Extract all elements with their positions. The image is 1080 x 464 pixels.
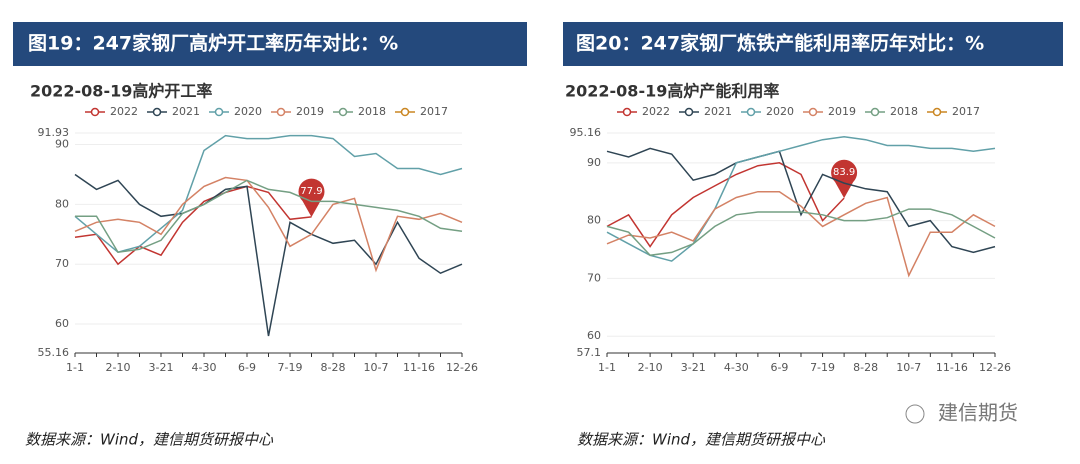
y-tick-label: 91.93 [38,126,70,139]
source: 数据来源：Wind，建信期货研报中心 [25,431,274,449]
y-tick-label: 70 [587,271,601,284]
y-tick-label: 60 [55,317,69,330]
x-tick-label: 3-21 [149,361,174,374]
series-line [606,162,845,248]
x-tick-label: 11-16 [403,361,435,374]
legend-dot [152,107,162,117]
legend-dot [622,107,632,117]
header-bar [563,22,1063,66]
y-tick-label: 80 [587,214,601,227]
legend-label: 2017 [420,105,448,118]
series-line [74,134,463,254]
legend-label: 2017 [952,105,980,118]
legend-dot [746,107,756,117]
x-tick-label: 2-10 [106,361,131,374]
series-line [606,190,996,278]
legend-label: 2022 [642,105,670,118]
legend-dot [870,107,880,117]
series-line [606,136,996,262]
x-tick-label: 6-9 [770,361,788,374]
legend-label: 2021 [172,105,200,118]
legend-label: 2018 [358,105,386,118]
y-tick-label: 90 [55,138,69,151]
x-tick-label: 1-1 [66,361,84,374]
legend-label: 2020 [766,105,794,118]
watermark-icon [905,404,925,424]
chart-title: 2022-08-19高炉开工率 [30,82,212,101]
y-tick-label: 60 [587,329,601,342]
x-tick-label: 8-28 [853,361,878,374]
x-tick-label: 2-10 [638,361,663,374]
legend-label: 2022 [110,105,138,118]
series-line [75,179,463,254]
legend-dot [338,107,348,117]
legend-label: 2018 [890,105,918,118]
x-tick-label: 12-26 [446,361,478,374]
x-tick-label: 7-19 [810,361,835,374]
legend-label: 2019 [828,105,856,118]
mark-pin [298,178,325,217]
legend-dot [932,107,942,117]
y-tick-label: 80 [55,197,69,210]
y-tick-label: 90 [587,156,601,169]
chart-title: 2022-08-19高炉产能利用率 [565,82,779,101]
x-tick-label: 6-9 [238,361,256,374]
figure-header: 图20：247家钢厂炼铁产能利用率历年对比：% [576,32,984,55]
y-tick-label: 57.1 [577,346,602,359]
legend-dot [400,107,410,117]
legend-label: 2019 [296,105,324,118]
x-tick-label: 1-1 [598,361,616,374]
watermark: 建信期货 [938,401,1018,425]
series-line [74,176,463,273]
x-tick-label: 10-7 [364,361,389,374]
legend-label: 2021 [704,105,732,118]
x-tick-label: 12-26 [979,361,1011,374]
figure-header: 图19：247家钢厂高炉开工率历年对比：% [28,32,398,55]
legend-dot [276,107,286,117]
series-line [606,208,996,257]
x-tick-label: 7-19 [278,361,303,374]
x-tick-label: 11-16 [936,361,968,374]
series-line [74,173,463,337]
x-tick-label: 4-30 [724,361,749,374]
x-tick-label: 10-7 [896,361,921,374]
data-label: 77.9 [300,186,322,197]
x-tick-label: 4-30 [192,361,217,374]
legend-dot [90,107,100,117]
legend-dot [808,107,818,117]
legend-dot [684,107,694,117]
legend-label: 2020 [234,105,262,118]
y-tick-label: 95.16 [570,126,602,139]
source: 数据来源：Wind，建信期货研报中心 [577,431,826,449]
series-line [606,147,996,254]
series-line [74,185,312,266]
mark-pin [831,159,858,199]
y-tick-label: 70 [55,257,69,270]
y-tick-label: 55.16 [38,346,70,359]
legend-dot [214,107,224,117]
x-tick-label: 3-21 [681,361,706,374]
header-bar [13,22,527,66]
x-tick-label: 8-28 [321,361,346,374]
data-label: 83.9 [833,167,855,178]
